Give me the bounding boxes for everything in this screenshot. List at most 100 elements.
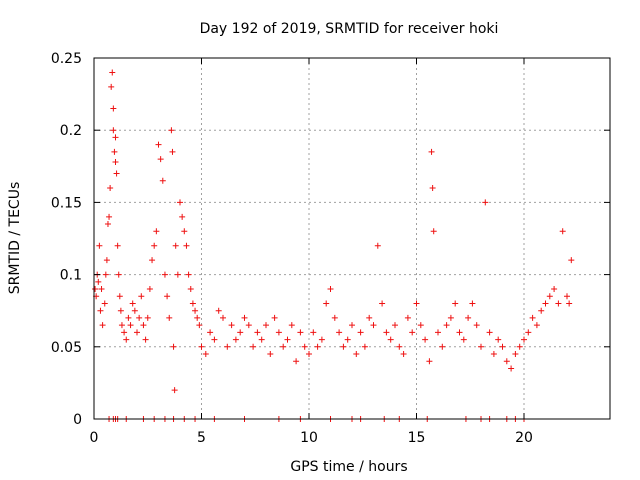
data-point — [112, 134, 119, 141]
data-point — [503, 358, 510, 365]
data-point — [422, 336, 429, 343]
data-point — [232, 336, 239, 343]
data-point — [486, 329, 493, 336]
y-tick-label: 0.2 — [60, 123, 82, 139]
data-point — [161, 271, 168, 278]
data-point — [508, 365, 515, 372]
data-point — [297, 329, 304, 336]
data-point — [546, 293, 553, 300]
data-point — [568, 257, 575, 264]
data-point — [331, 314, 338, 321]
data-point — [439, 343, 446, 350]
data-point — [179, 213, 186, 220]
x-tick-label: 5 — [197, 430, 206, 446]
data-point — [196, 322, 203, 329]
data-point — [140, 322, 147, 329]
y-tick-label: 0.1 — [60, 268, 82, 284]
data-point — [293, 358, 300, 365]
data-point — [516, 343, 523, 350]
data-point — [172, 242, 179, 249]
data-point — [379, 300, 386, 307]
data-point — [482, 199, 489, 206]
data-point — [443, 322, 450, 329]
data-point — [301, 343, 308, 350]
data-point — [280, 343, 287, 350]
data-point — [151, 242, 158, 249]
y-tick-label: 0 — [73, 412, 82, 428]
x-tick-label: 15 — [408, 430, 426, 446]
x-axis-label: GPS time / hours — [290, 459, 407, 475]
data-point — [456, 329, 463, 336]
data-point — [228, 322, 235, 329]
data-point — [447, 314, 454, 321]
data-point — [344, 336, 351, 343]
data-point — [118, 322, 125, 329]
data-point — [127, 322, 134, 329]
data-point — [104, 221, 111, 228]
data-point — [144, 314, 151, 321]
data-point — [460, 336, 467, 343]
data-point — [566, 300, 573, 307]
points-layer — [92, 69, 575, 394]
data-point — [258, 336, 265, 343]
data-point — [521, 336, 527, 343]
data-point — [430, 228, 437, 235]
x-tick-label: 0 — [90, 430, 99, 446]
data-point — [116, 293, 123, 300]
data-point — [241, 314, 248, 321]
data-point — [155, 141, 162, 148]
data-point — [469, 300, 476, 307]
data-point — [413, 300, 420, 307]
data-point — [159, 177, 166, 184]
data-point — [169, 148, 176, 155]
data-point — [131, 307, 138, 314]
data-point — [250, 343, 257, 350]
data-point — [102, 271, 109, 278]
data-point — [465, 314, 472, 321]
data-point — [95, 278, 102, 285]
data-point — [564, 293, 570, 300]
data-point — [499, 343, 506, 350]
y-tick-label: 0.25 — [51, 51, 82, 67]
data-point — [366, 314, 373, 321]
data-point — [121, 329, 128, 336]
plot-frame — [93, 57, 611, 420]
data-point — [314, 343, 321, 350]
ticks-layer — [93, 57, 610, 420]
data-point — [538, 307, 545, 314]
data-point — [134, 329, 140, 336]
data-point — [429, 184, 436, 191]
data-point — [106, 213, 113, 220]
data-point — [306, 351, 312, 358]
data-point — [452, 300, 459, 307]
data-point — [428, 148, 435, 155]
data-point — [115, 271, 122, 278]
data-point — [220, 314, 226, 321]
data-point — [111, 148, 118, 155]
data-point — [271, 314, 278, 321]
data-point — [177, 199, 183, 206]
data-point — [310, 329, 317, 336]
data-point — [146, 286, 153, 293]
data-point — [224, 343, 231, 350]
data-point — [171, 387, 178, 394]
data-point — [490, 351, 497, 358]
data-point — [512, 351, 519, 358]
data-point — [559, 228, 566, 235]
y-tick-label: 0.05 — [51, 340, 82, 356]
data-point — [103, 257, 110, 264]
data-point — [392, 322, 398, 329]
data-point — [125, 314, 132, 321]
data-point — [267, 351, 274, 358]
data-point — [284, 336, 291, 343]
data-point — [117, 307, 124, 314]
data-point — [189, 300, 196, 307]
data-point — [245, 322, 252, 329]
data-point — [473, 322, 480, 329]
data-point — [211, 336, 218, 343]
data-point — [157, 156, 164, 163]
data-point — [525, 329, 532, 336]
data-point — [435, 329, 441, 336]
x-tick-label: 10 — [300, 430, 318, 446]
